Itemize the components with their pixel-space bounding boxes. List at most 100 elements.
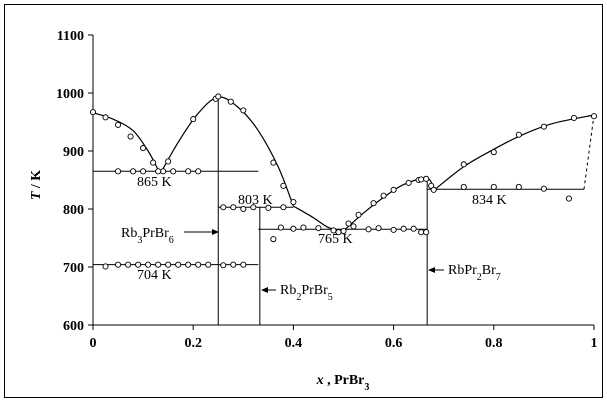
x-tick-label: 0.6 [385,336,403,351]
data-points [89,93,598,270]
label-rb3prbr6: Rb3PrBr6 [121,226,174,246]
data-point [490,183,497,191]
data-point [165,158,172,165]
data-point [115,121,122,128]
data-point [418,229,425,236]
data-point [460,183,467,191]
annotation-765k: 765 K [318,232,353,247]
data-point [230,204,237,211]
axes [88,34,595,330]
data-point [380,192,387,199]
data-point [280,182,287,189]
arrow-rbpr2br7 [428,267,444,273]
data-point [195,261,202,268]
data-point [150,159,157,166]
data-point [102,114,109,121]
data-point [240,107,247,114]
data-point [160,168,167,175]
annotation-834k: 834 K [472,193,507,208]
arrow-rb2prbr5 [261,287,276,293]
data-point [270,159,277,166]
data-point [140,168,147,175]
y-tick-label: 800 [63,203,84,218]
data-point [570,114,578,121]
data-point [540,123,547,130]
data-point [370,200,377,207]
data-point [220,262,227,269]
data-point [205,261,212,268]
data-point [515,131,522,138]
data-point [155,168,162,175]
data-point [423,229,430,236]
data-point [590,113,598,120]
x-axis-title: x , PrBr3 [316,373,370,393]
data-point [270,236,277,243]
figure-frame [4,4,603,398]
data-point [115,168,122,175]
data-point [540,185,547,192]
phase-lines [92,96,595,325]
label-rbpr2br7: RbPr2Br7 [448,263,501,283]
y-tick-label: 1000 [56,87,84,102]
y-tick-label: 700 [63,261,84,276]
data-point [215,93,222,100]
data-point [490,149,497,156]
x-tick-label: 0.2 [184,336,202,351]
data-point [410,225,417,232]
data-point [89,109,97,116]
data-point [290,225,297,232]
data-point [280,204,287,211]
data-point [265,204,272,211]
data-point [250,204,257,211]
x-tick-label: 0 [90,336,97,351]
data-point [195,168,202,175]
x-tick-label: 0.8 [485,336,503,351]
data-point [375,225,382,232]
data-point [565,195,573,202]
data-point [115,261,122,268]
data-point [220,204,227,211]
data-point [230,261,237,268]
arrow-rb3prbr6 [184,229,219,235]
liquidus-dashed-segment [583,114,595,190]
data-point [165,261,172,268]
data-point [315,225,322,232]
data-point [277,224,284,231]
data-point [390,186,397,193]
data-point [185,168,192,175]
annotations: 865 K 803 K 765 K 834 K 704 K Rb3PrBr6 R… [121,175,507,303]
liquidus-curve [343,177,435,232]
data-point [185,261,192,268]
data-point [135,261,142,268]
data-point [400,225,407,232]
data-point [190,116,197,123]
y-tick-label: 600 [63,319,84,334]
annotation-704k: 704 K [137,268,172,283]
data-point [227,98,234,105]
data-point [175,261,182,268]
data-point [240,261,247,268]
liquidus-curve [433,114,595,191]
data-point [140,145,147,152]
data-point [130,168,137,175]
data-point [340,227,347,235]
data-point [170,168,177,175]
data-point [102,263,109,270]
y-tick-label: 900 [63,145,84,160]
data-point [405,179,412,186]
data-point [350,223,357,230]
data-point [365,226,372,233]
annotation-803k: 803 K [238,193,273,208]
data-point [423,175,430,182]
tick-labels: 600 700 800 900 1000 1100 0 0.2 0.4 0.6 0.8 1 [56,29,598,351]
data-point [300,224,307,231]
y-tick-label: 1100 [57,29,84,44]
data-point [460,161,467,168]
y-axis-title: T / K [29,170,44,200]
x-tick-label: 1 [591,336,598,351]
data-point [240,205,247,213]
annotation-865k: 865 K [137,175,172,190]
data-point [145,261,152,268]
